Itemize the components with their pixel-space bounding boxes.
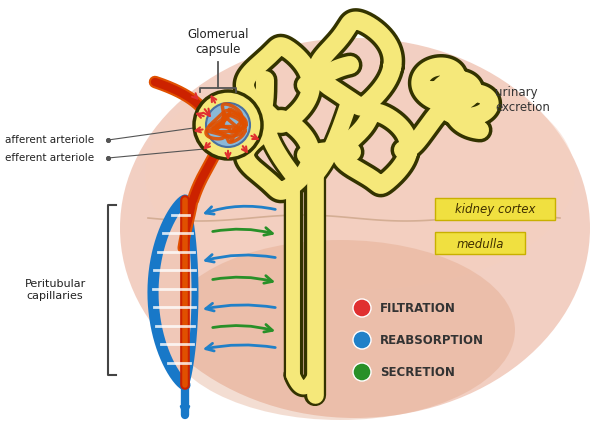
Circle shape	[353, 363, 371, 381]
Text: FILTRATION: FILTRATION	[380, 301, 456, 314]
Polygon shape	[153, 200, 195, 385]
Ellipse shape	[145, 60, 575, 290]
Text: urinary
excretion: urinary excretion	[495, 86, 550, 114]
Circle shape	[353, 331, 371, 349]
Circle shape	[353, 299, 371, 317]
Circle shape	[206, 103, 250, 147]
Circle shape	[194, 91, 262, 159]
FancyBboxPatch shape	[435, 198, 555, 220]
Text: Peritubular
capillaries: Peritubular capillaries	[25, 279, 86, 301]
Ellipse shape	[120, 38, 590, 418]
Text: Glomerual
capsule: Glomerual capsule	[187, 28, 249, 56]
Ellipse shape	[165, 240, 515, 420]
Text: efferent arteriole: efferent arteriole	[5, 153, 94, 163]
Text: SECRETION: SECRETION	[380, 365, 455, 378]
Text: medulla: medulla	[456, 237, 504, 250]
FancyBboxPatch shape	[435, 232, 525, 254]
Text: kidney cortex: kidney cortex	[455, 203, 535, 216]
Text: REABSORPTION: REABSORPTION	[380, 333, 484, 346]
Text: afferent arteriole: afferent arteriole	[5, 135, 94, 145]
